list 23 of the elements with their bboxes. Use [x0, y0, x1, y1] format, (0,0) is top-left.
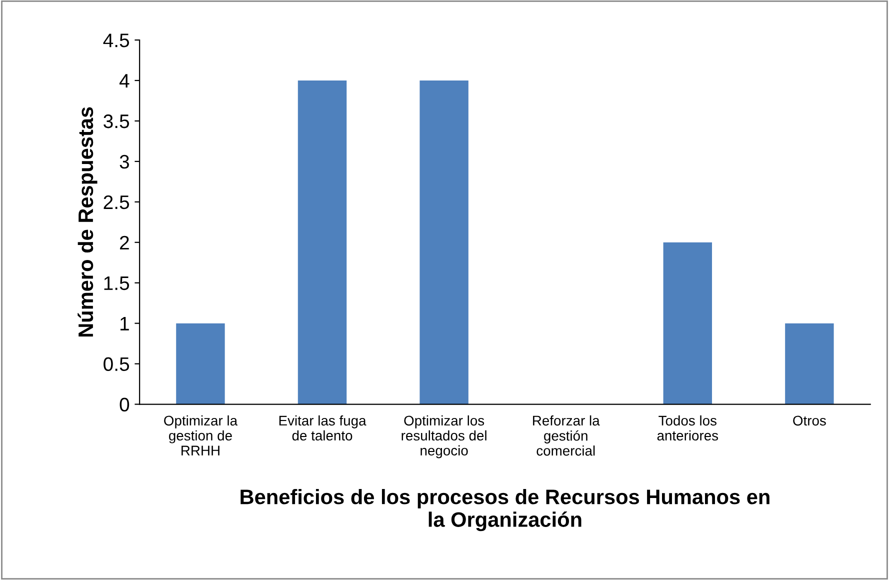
- y-tick-label: 3: [120, 154, 129, 169]
- x-tick-label: Reforzar la gestión comercial: [533, 415, 600, 456]
- x-axis-title: Beneficios de los procesos de Recursos Humanos en la Organización: [240, 488, 770, 532]
- bar: [298, 80, 347, 404]
- y-tick-label: 2: [120, 236, 129, 250]
- y-tick-label: 4: [119, 74, 130, 88]
- bar: [663, 242, 712, 404]
- y-tick-label: 1: [120, 316, 129, 330]
- y-tick-label: 1.5: [104, 276, 130, 290]
- y-tick-label: 3.5: [104, 114, 130, 128]
- x-tick-label: Evitar las fuga de talento: [279, 415, 366, 441]
- x-tick-label: Optimizar la gestion de RRHH: [164, 415, 238, 456]
- bar: [176, 323, 225, 404]
- y-tick-label: 2.5: [104, 195, 130, 210]
- y-tick-label: 0.5: [104, 357, 130, 372]
- x-tick-label: Optimizar los resultados del negocio: [402, 415, 486, 458]
- x-tick-label: Todos los anteriores: [657, 415, 718, 441]
- x-tick-label: Otros: [793, 416, 826, 426]
- y-tick-label: 4.5: [103, 34, 130, 48]
- bar: [785, 323, 834, 404]
- y-axis-title: Número de Respuestas: [78, 107, 98, 337]
- bar: [420, 80, 468, 404]
- y-tick-label: 0: [120, 398, 130, 412]
